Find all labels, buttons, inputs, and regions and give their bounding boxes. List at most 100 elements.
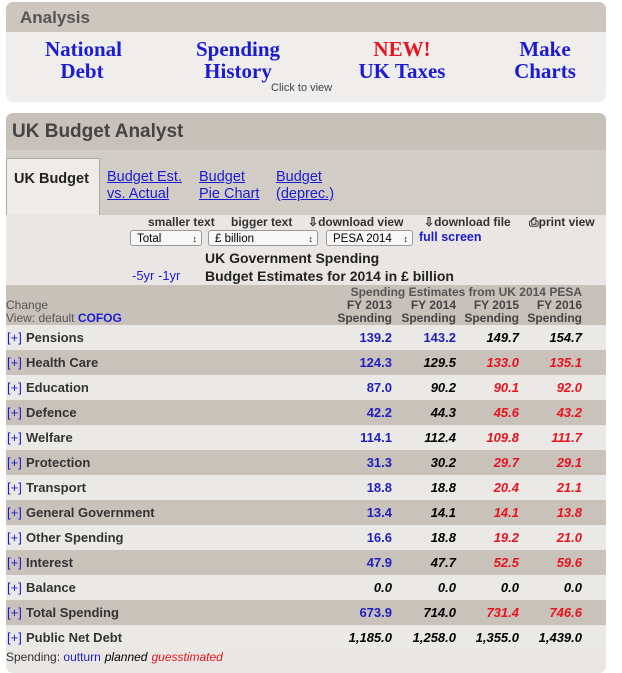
select[interactable]: Total xyxy=(130,230,202,247)
badge[interactable]: NEW! xyxy=(373,37,431,61)
cell: 746.6 xyxy=(549,605,582,620)
cell: 21.1 xyxy=(556,480,582,495)
panel-title: Analysis xyxy=(20,8,90,27)
column-header: FY 2014 xyxy=(410,298,456,312)
cell: 29.1 xyxy=(556,455,582,470)
expand[interactable]: [+] xyxy=(7,355,22,370)
table-row: [+] Protection 31.3 30.2 29.7 29.1 xyxy=(6,450,606,475)
column-header: Spending xyxy=(337,311,392,325)
cell: 14.1 xyxy=(430,505,456,520)
cell: 47.7 xyxy=(430,555,456,570)
cell: 109.8 xyxy=(486,430,519,445)
expand[interactable]: [+] xyxy=(7,480,22,495)
select[interactable]: PESA 2014 xyxy=(326,230,413,247)
nav-link-text[interactable]: UK Taxes xyxy=(358,59,446,83)
row-label: Health Care xyxy=(26,355,99,370)
expand[interactable]: [+] xyxy=(7,455,22,470)
active-tab-box xyxy=(6,158,100,215)
budget-panel: UK Budget Analyst smaller text bigger te… xyxy=(6,113,606,673)
table-row: [+] Pensions 139.2 143.2 149.7 154.7 xyxy=(6,325,606,350)
table-row: [+] Interest 47.9 47.7 52.5 59.6 xyxy=(6,550,606,575)
legend-item: guesstimated xyxy=(151,650,223,664)
tab[interactable]: Budget Est. vs. Actual xyxy=(107,169,182,202)
cell: 87.0 xyxy=(366,380,392,395)
expand[interactable]: [+] xyxy=(7,330,22,345)
cofog[interactable]: COFOG xyxy=(77,311,122,325)
nav-link-text[interactable]: Make Charts xyxy=(514,37,576,83)
table-row: [+] Balance 0.0 0.0 0.0 0.0 xyxy=(6,575,606,600)
cell: 19.2 xyxy=(493,530,519,545)
download-file-label[interactable]: download file xyxy=(434,215,511,229)
download-view[interactable]: ⇩download view xyxy=(308,215,404,229)
cell: 43.2 xyxy=(556,405,582,420)
full-screen[interactable]: full screen xyxy=(419,230,482,244)
row-label: Transport xyxy=(26,480,86,495)
cell: 731.4 xyxy=(486,605,519,620)
expand[interactable]: [+] xyxy=(7,430,22,445)
cell: 31.3 xyxy=(366,455,392,470)
nav-link-text[interactable]: Spending History xyxy=(195,37,281,83)
cell: 1,355.0 xyxy=(475,630,519,645)
cell: 0.0 xyxy=(373,580,392,595)
select[interactable]: £ billion xyxy=(208,230,318,247)
expand[interactable]: [+] xyxy=(7,555,22,570)
expand[interactable]: [+] xyxy=(7,580,22,595)
nav-link[interactable]: Make Charts xyxy=(470,38,606,82)
tab[interactable]: Budget (deprec.) xyxy=(276,169,335,202)
cell: 0.0 xyxy=(500,580,519,595)
view: View: default COFOG xyxy=(6,311,122,325)
row-label: Public Net Debt xyxy=(26,630,123,645)
row-label: Total Spending xyxy=(26,605,119,620)
column-header: FY 2013 xyxy=(346,298,392,312)
nav-link[interactable]: Spending History xyxy=(163,38,313,82)
cell: 90.2 xyxy=(430,380,456,395)
table-row: [+] Education 87.0 90.2 90.1 92.0 xyxy=(6,375,606,400)
cell: 114.1 xyxy=(360,430,392,445)
panel-header xyxy=(6,113,606,150)
expand[interactable]: [+] xyxy=(7,405,22,420)
row-label: Interest xyxy=(26,555,73,570)
cell: 0.0 xyxy=(563,580,582,595)
smaller-text[interactable]: smaller text xyxy=(148,215,215,229)
expand[interactable]: [+] xyxy=(7,605,22,620)
expand[interactable]: [+] xyxy=(7,530,22,545)
cell: 154.7 xyxy=(549,330,582,345)
tab[interactable]: UK Budget xyxy=(14,171,89,187)
hint: Click to view xyxy=(271,82,333,94)
cell: 0.0 xyxy=(437,580,456,595)
expand[interactable]: [+] xyxy=(7,505,22,520)
cell: 13.8 xyxy=(556,505,582,520)
row-label: Education xyxy=(26,380,89,395)
row-label: Balance xyxy=(26,580,76,595)
tab[interactable]: Budget Pie Chart xyxy=(199,169,260,202)
table-row: [+] Welfare 114.1 112.4 109.8 111.7 xyxy=(6,425,606,450)
nav-link[interactable]: National Debt xyxy=(7,38,157,82)
cell: 1,439.0 xyxy=(538,630,582,645)
year-nav[interactable]: -5yr -1yr xyxy=(132,268,181,283)
download-file[interactable]: ⇩download file xyxy=(424,215,511,229)
nav-link[interactable]: NEW! UK Taxes xyxy=(327,38,477,82)
tab-bar xyxy=(6,150,606,215)
legend: Spending: outturn planned guesstimated xyxy=(6,650,227,664)
panel-header xyxy=(6,2,606,32)
cell: 18.8 xyxy=(430,480,456,495)
cell: 45.6 xyxy=(493,405,519,420)
cell: 21.0 xyxy=(556,530,582,545)
download-view-label[interactable]: download view xyxy=(318,215,404,229)
legend-item: planned xyxy=(104,650,148,664)
expand[interactable]: [+] xyxy=(7,380,22,395)
cell: 139.2 xyxy=(359,330,392,345)
print-view[interactable]: ⎙print view xyxy=(529,215,595,229)
cell: 52.5 xyxy=(493,555,519,570)
row-label: Protection xyxy=(26,455,91,470)
cell: 714.0 xyxy=(423,605,456,620)
expand[interactable]: [+] xyxy=(7,630,22,645)
cell: 18.8 xyxy=(366,480,392,495)
print-view-label[interactable]: print view xyxy=(538,215,595,229)
column-header: Spending xyxy=(527,311,582,325)
bigger-text[interactable]: bigger text xyxy=(231,215,293,229)
cell: 133.0 xyxy=(486,355,519,370)
cell: 42.2 xyxy=(366,405,392,420)
nav-link-text[interactable]: National Debt xyxy=(45,37,123,83)
table-header xyxy=(6,285,606,325)
